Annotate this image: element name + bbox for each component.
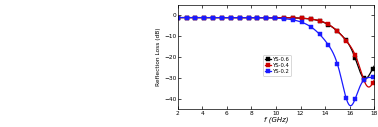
YS-0.4: [175, 17, 180, 18]
YS-0.6: [175, 17, 180, 18]
Legend: YS-0.6, YS-0.4, YS-0.2: YS-0.6, YS-0.4, YS-0.2: [263, 55, 291, 76]
YS-0.2: [299, 21, 304, 23]
YS-0.4: [317, 20, 322, 21]
YS-0.4: [318, 20, 323, 22]
YS-0.4: [372, 79, 376, 81]
YS-0.6: [299, 17, 304, 19]
YS-0.6: [199, 17, 204, 18]
YS-0.2: [199, 17, 204, 18]
Line: YS-0.4: YS-0.4: [176, 16, 376, 89]
YS-0.2: [372, 77, 376, 78]
YS-0.2: [348, 105, 353, 106]
YS-0.4: [253, 17, 258, 18]
YS-0.2: [317, 34, 322, 35]
YS-0.6: [317, 20, 322, 22]
YS-0.2: [318, 35, 323, 36]
YS-0.4: [239, 17, 244, 18]
Line: YS-0.6: YS-0.6: [176, 16, 376, 80]
Line: YS-0.2: YS-0.2: [176, 16, 376, 107]
X-axis label: f (GHz): f (GHz): [264, 117, 288, 123]
YS-0.2: [253, 17, 258, 18]
YS-0.6: [363, 78, 368, 80]
YS-0.4: [199, 17, 204, 18]
YS-0.6: [253, 17, 258, 18]
YS-0.4: [299, 17, 304, 19]
YS-0.2: [239, 17, 244, 18]
YS-0.2: [175, 17, 180, 18]
YS-0.4: [367, 86, 371, 88]
YS-0.6: [318, 20, 323, 22]
Y-axis label: Reflection Loss (dB): Reflection Loss (dB): [156, 28, 161, 86]
YS-0.6: [239, 17, 244, 18]
YS-0.6: [372, 65, 376, 67]
